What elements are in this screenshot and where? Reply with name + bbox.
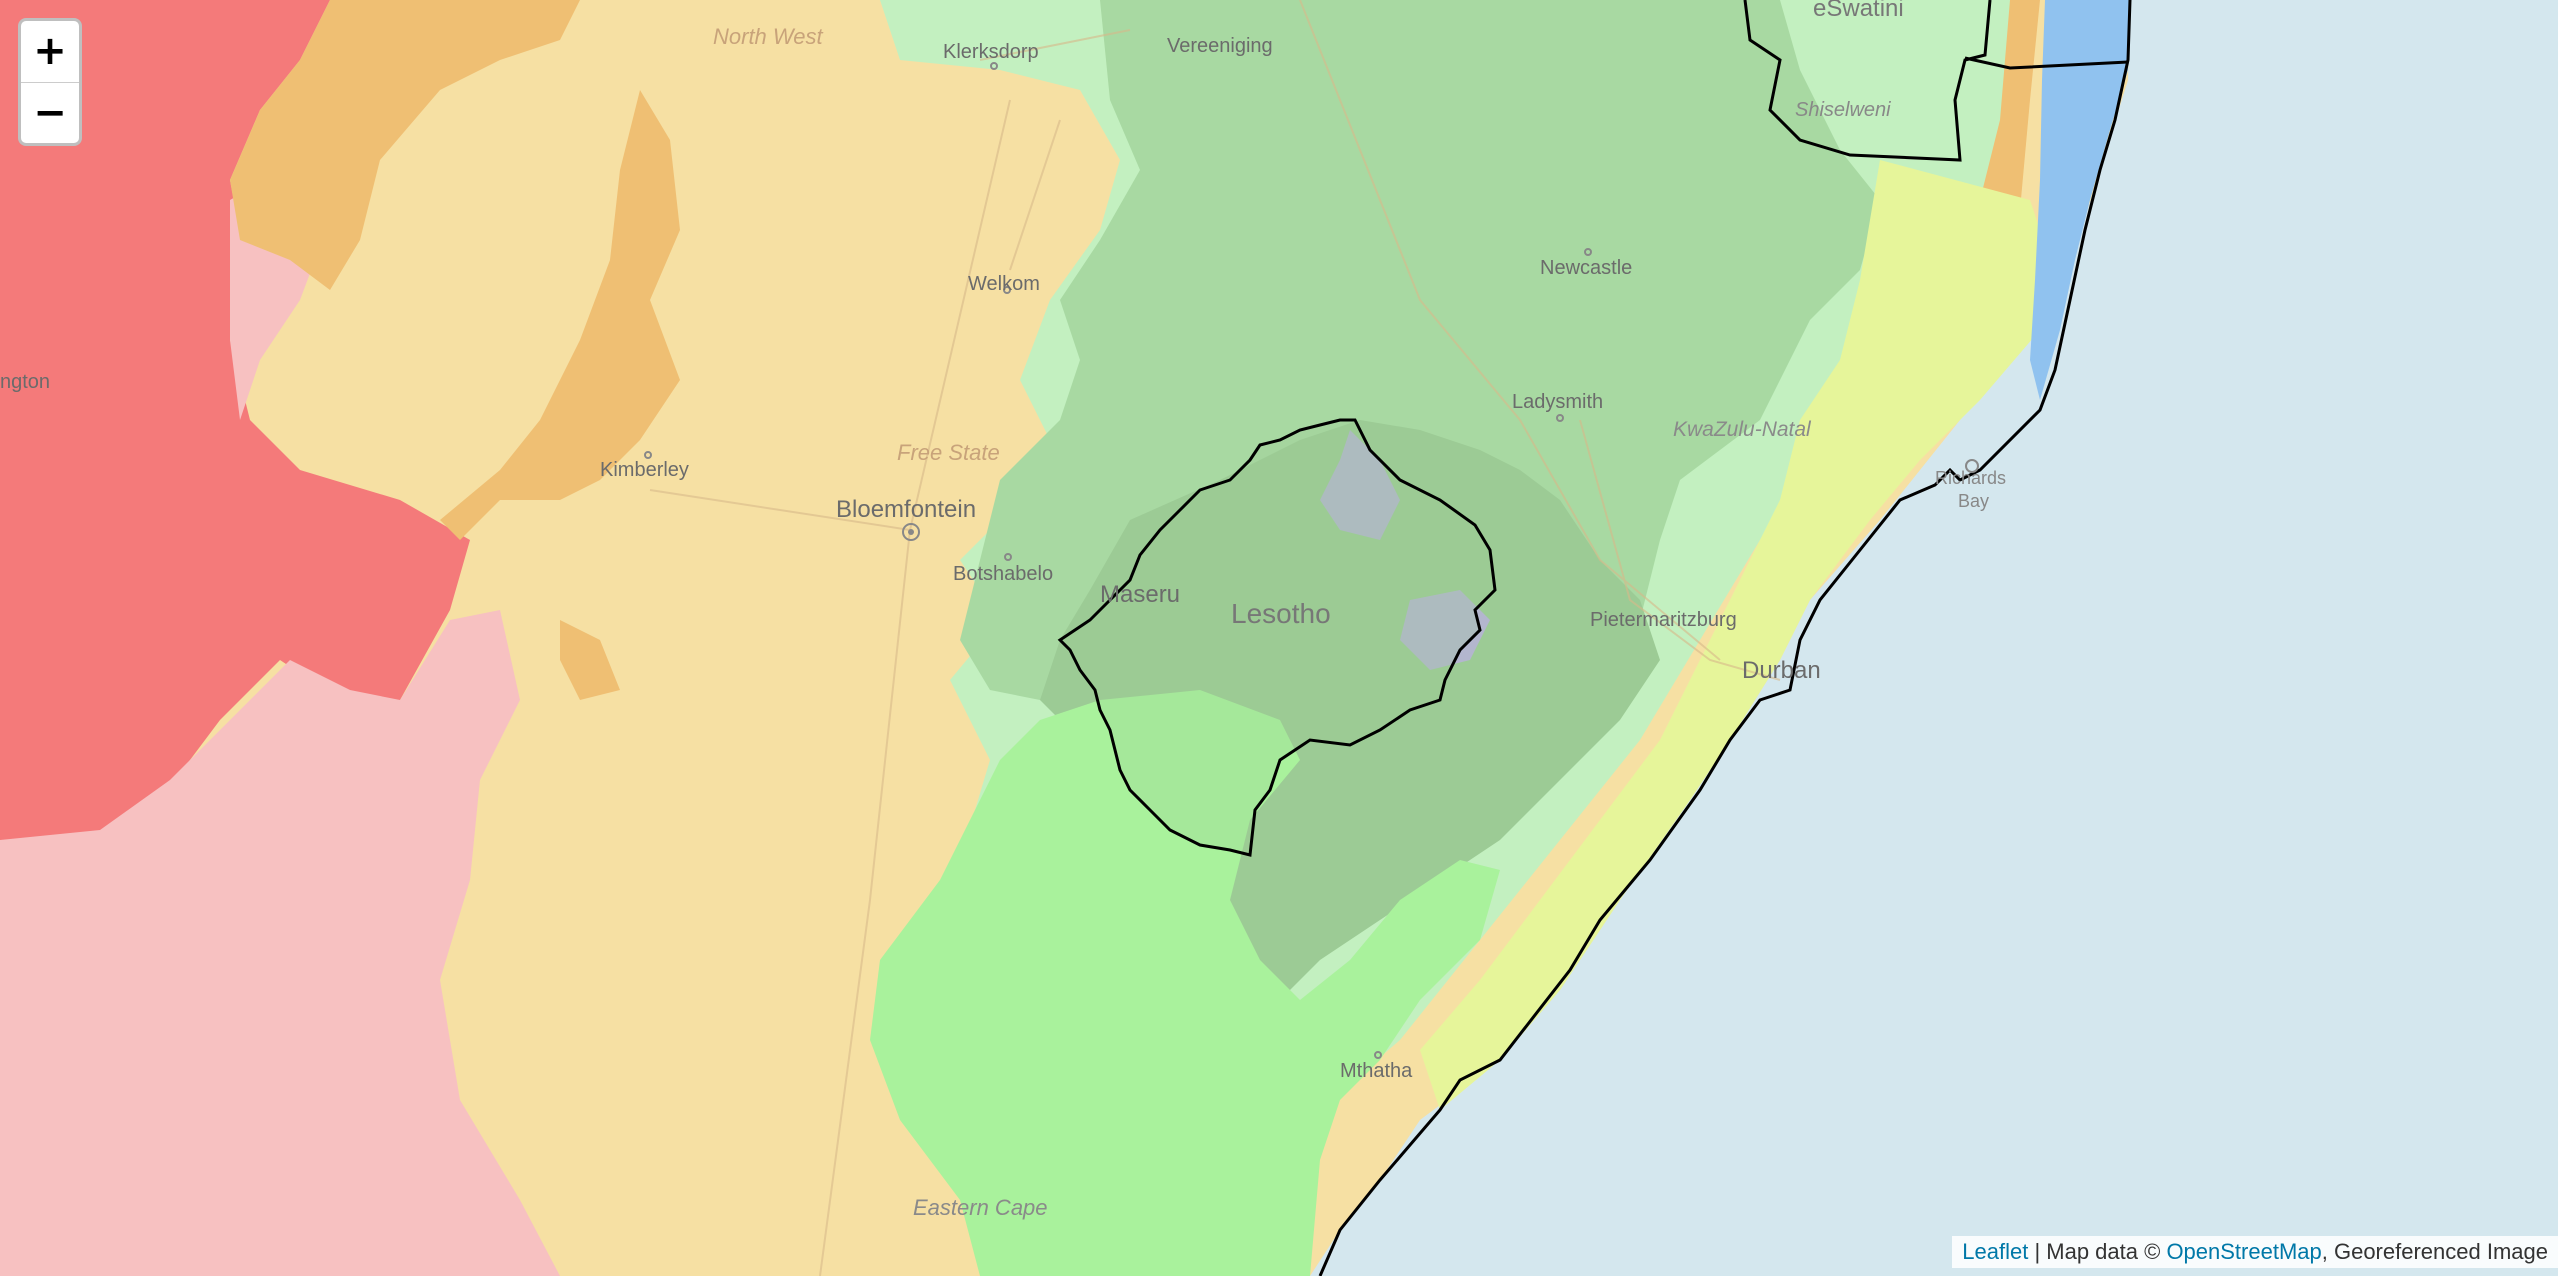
leaflet-link[interactable]: Leaflet bbox=[1962, 1239, 2029, 1264]
coastline bbox=[1318, 0, 2132, 1276]
zone-pink bbox=[0, 610, 560, 1276]
label-botshabelo: Botshabelo bbox=[953, 563, 1053, 585]
label-welkom: Welkom bbox=[968, 273, 1040, 295]
label-richards-2: Bay bbox=[1958, 491, 1989, 511]
zone-orange-1 bbox=[230, 0, 580, 290]
label-newcastle: Newcastle bbox=[1540, 257, 1632, 279]
label-maseru: Maseru bbox=[1100, 581, 1180, 608]
zoom-control: + − bbox=[18, 18, 82, 146]
lesotho-border bbox=[1057, 418, 1497, 857]
label-kwazulu-natal: KwaZulu-Natal bbox=[1673, 418, 1812, 441]
zoom-out-button[interactable]: − bbox=[33, 90, 67, 136]
zone-lavender-2 bbox=[1400, 590, 1490, 670]
label-eswatini: eSwatini bbox=[1813, 0, 1904, 22]
label-durban: Durban bbox=[1742, 657, 1821, 684]
road-network bbox=[649, 0, 1781, 1276]
swazi-moz-border bbox=[1964, 56, 2129, 70]
page-bottom bbox=[0, 1276, 2558, 1284]
zone-blue bbox=[2030, 0, 2130, 400]
attribution-suffix: , Georeferenced Image bbox=[2321, 1239, 2548, 1264]
zone-orange-3 bbox=[560, 620, 620, 700]
zone-bright-green bbox=[870, 690, 1500, 1276]
label-eastern-cape: Eastern Cape bbox=[913, 1195, 1048, 1220]
label-pietermaritzburg: Pietermaritzburg bbox=[1590, 609, 1737, 631]
label-ladysmith: Ladysmith bbox=[1512, 391, 1603, 413]
zone-yellow-green bbox=[1420, 160, 2050, 1110]
zone-red bbox=[0, 0, 470, 850]
label-vereeniging: Vereeniging bbox=[1167, 35, 1273, 57]
city-markers bbox=[644, 62, 1979, 1059]
place-labels: North West Klerksdorp Vereeniging eSwati… bbox=[0, 0, 2006, 1220]
zoom-in-button[interactable]: + bbox=[21, 21, 79, 83]
label-richards-1: Richards bbox=[1935, 468, 2006, 488]
label-kimberley: Kimberley bbox=[600, 459, 689, 481]
label-lesotho: Lesotho bbox=[1231, 598, 1331, 629]
label-free-state: Free State bbox=[897, 440, 1000, 465]
label-mthatha: Mthatha bbox=[1340, 1060, 1413, 1082]
osm-link[interactable]: OpenStreetMap bbox=[2166, 1239, 2322, 1264]
label-upington: ngton bbox=[0, 371, 50, 393]
bloemfontein-marker bbox=[902, 523, 920, 541]
attribution-separator: | Map data © bbox=[2028, 1239, 2167, 1264]
zone-orange-2 bbox=[440, 90, 680, 540]
label-bloemfontein: Bloemfontein bbox=[836, 496, 976, 523]
map-attribution: Leaflet | Map data © OpenStreetMap, Geor… bbox=[1952, 1236, 2558, 1268]
label-klerksdorp: Klerksdorp bbox=[943, 41, 1039, 63]
label-north-west: North West bbox=[713, 24, 824, 49]
zone-lavender bbox=[1320, 430, 1400, 540]
bloemfontein-marker-dot bbox=[908, 529, 914, 535]
label-shiselweni: Shiselweni bbox=[1795, 99, 1891, 121]
